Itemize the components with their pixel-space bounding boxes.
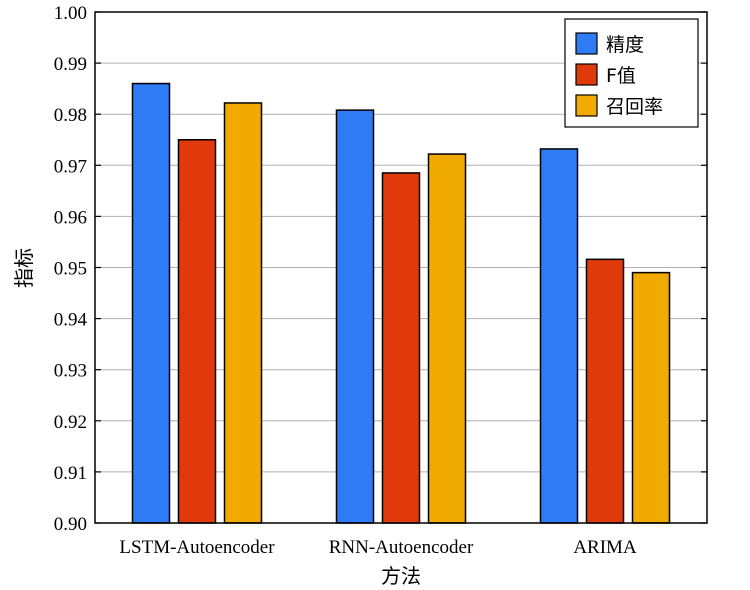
- bar-0-0: [131, 82, 171, 524]
- legend-swatch: [575, 63, 598, 86]
- x-axis-title: 方法: [381, 564, 421, 588]
- y-tick-label: 0.94: [54, 310, 88, 331]
- y-tick-label: 0.98: [54, 105, 87, 126]
- y-tick-label: 0.91: [54, 463, 87, 484]
- x-tick-label: RNN-Autoencoder: [329, 537, 474, 558]
- y-tick-label: 0.96: [54, 207, 87, 228]
- y-axis: 0.90 0.91 0.92 0.93 0.94 0.95 0.96 0.97 0.98 0.99…: [54, 3, 707, 535]
- y-tick-label: 0.95: [54, 259, 87, 280]
- bar-2-2: [631, 271, 671, 524]
- x-tick-label: LSTM-Autoencoder: [119, 537, 275, 558]
- legend-swatch: [575, 94, 598, 117]
- y-tick-label: 0.97: [54, 156, 87, 177]
- legend-label: F值: [606, 65, 636, 87]
- y-tick-label: 0.93: [54, 361, 87, 382]
- legend-swatch: [575, 32, 598, 55]
- bar-1-1: [381, 172, 421, 524]
- bar-1-2: [427, 153, 467, 524]
- legend-label: 召回率: [606, 96, 663, 118]
- bar-0-2: [223, 102, 263, 524]
- y-tick-label: 1.00: [54, 3, 87, 24]
- y-tick-label: 0.92: [54, 412, 87, 433]
- x-axis: LSTM-Autoencoder RNN-Autoencoder ARIMA: [119, 537, 637, 558]
- bar-0-1: [177, 139, 217, 524]
- bar-2-0: [539, 148, 579, 524]
- y-tick-label: 0.99: [54, 54, 87, 75]
- legend-label: 精度: [606, 34, 644, 56]
- y-axis-title: 指标: [12, 248, 36, 288]
- y-tick-label: 0.90: [54, 514, 87, 535]
- x-tick-label: ARIMA: [573, 537, 637, 558]
- bar-2-1: [585, 258, 625, 524]
- bar-1-0: [335, 109, 375, 524]
- bars: [131, 82, 671, 524]
